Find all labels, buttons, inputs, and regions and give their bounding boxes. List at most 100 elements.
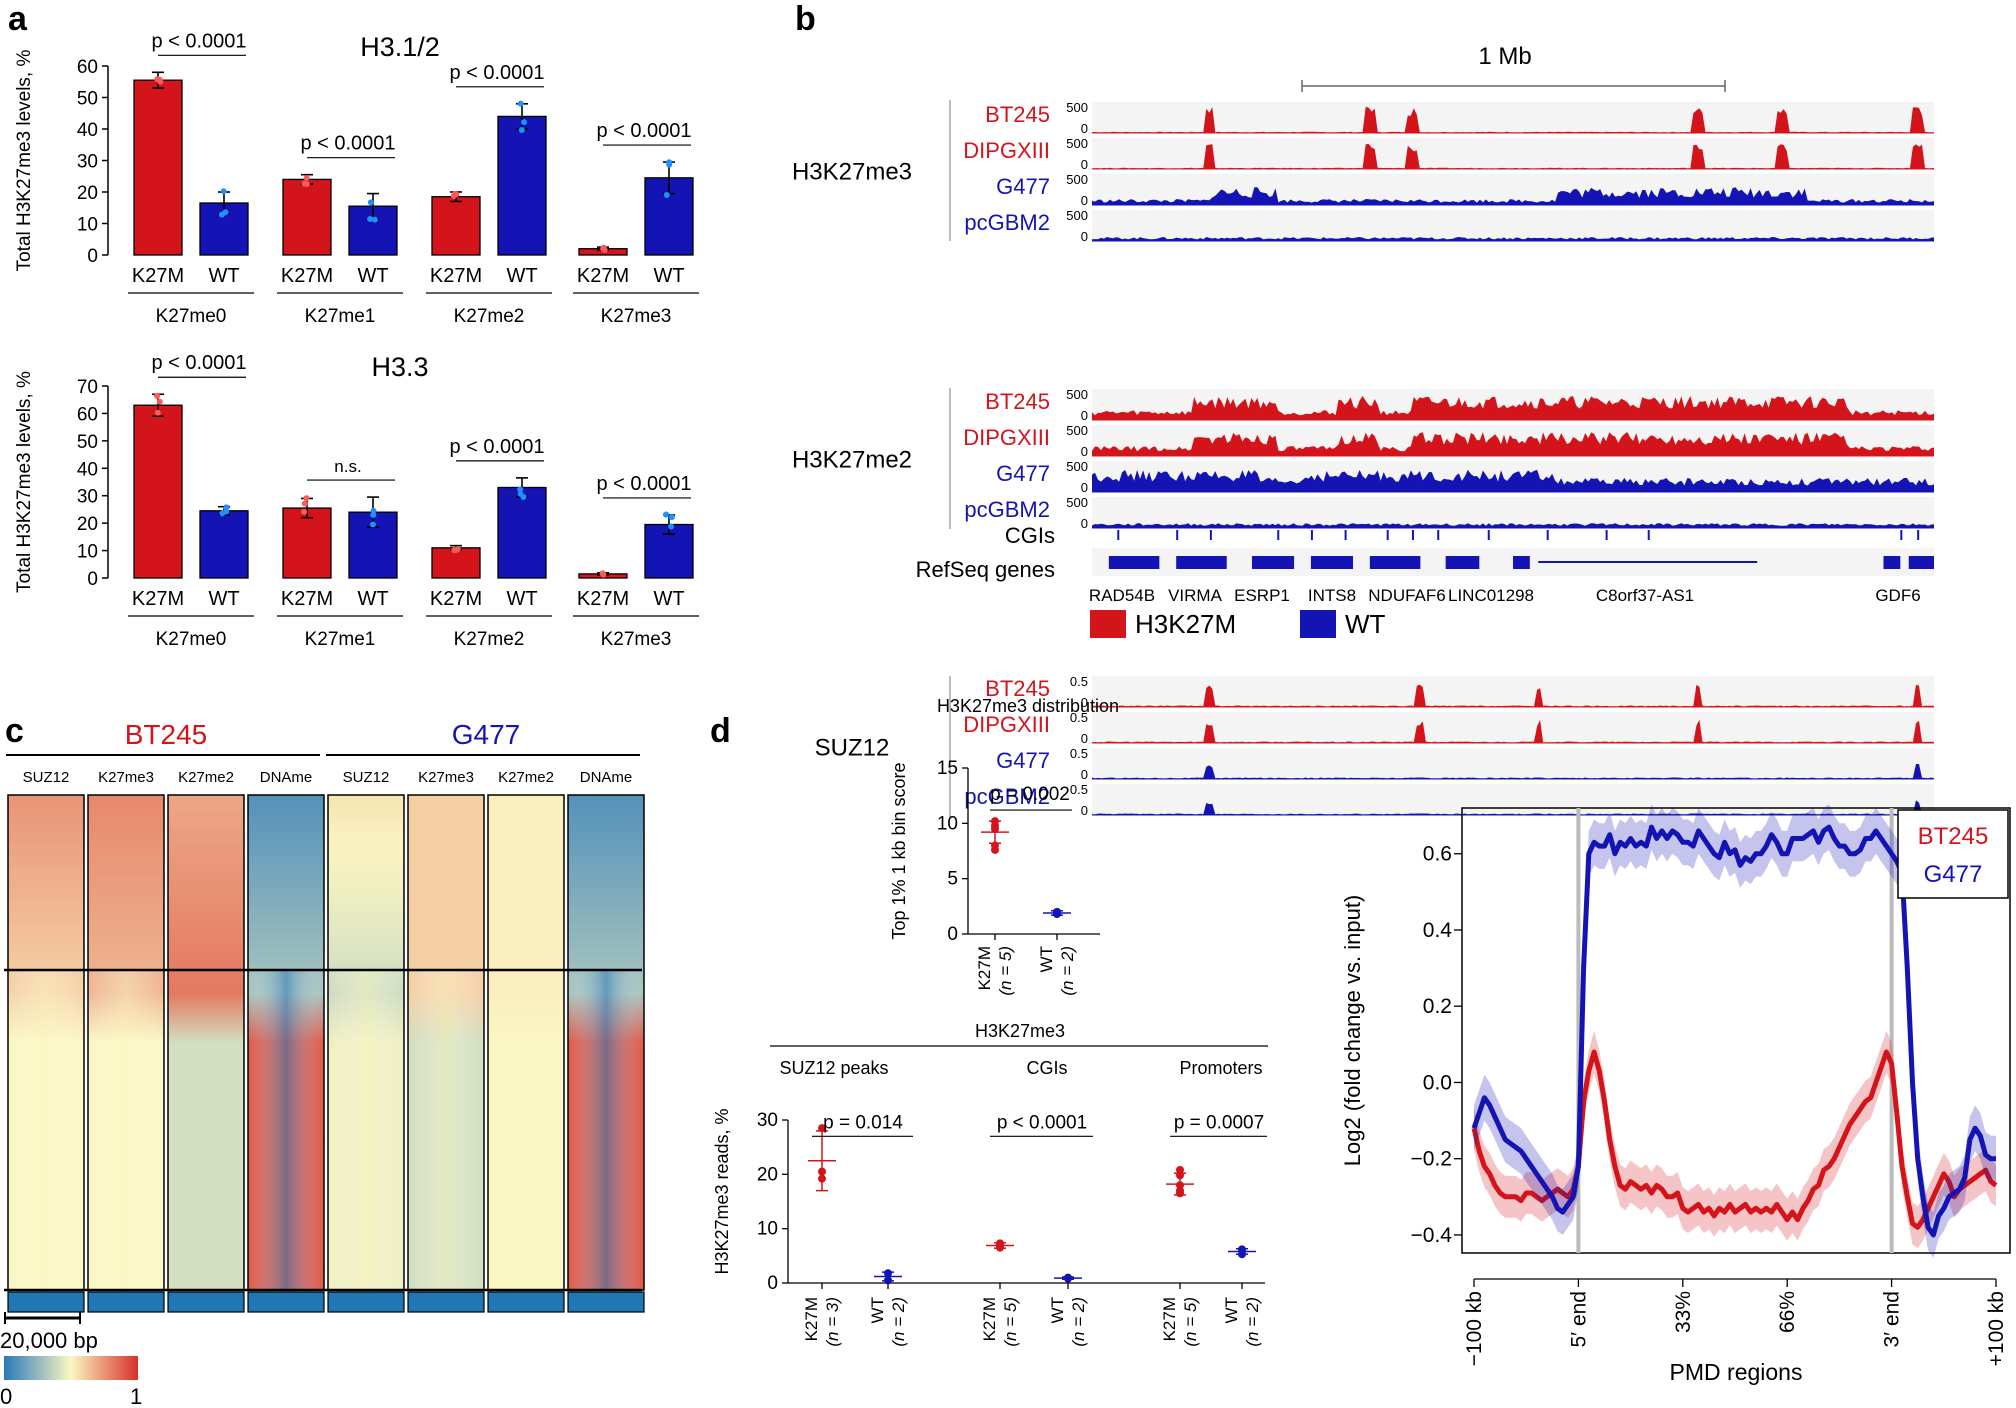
y-axis-label: Total H3K27me3 levels, % <box>14 371 35 593</box>
data-point <box>818 1174 826 1183</box>
data-point <box>663 511 670 518</box>
bar-label: WT <box>357 588 388 610</box>
y-tick-label: 10 <box>757 1219 778 1240</box>
heatmap-column-label: DNAme <box>580 769 633 786</box>
y-tick-label: 30 <box>77 487 98 508</box>
x-tick-label: K27M <box>802 1297 821 1341</box>
track-sample-label: G477 <box>996 174 1050 199</box>
legend-label-wt: WT <box>1345 609 1386 639</box>
bar-label: K27M <box>430 588 482 610</box>
data-point <box>223 504 230 511</box>
group-label: K27me1 <box>305 306 376 327</box>
p-value: n.s. <box>334 457 361 476</box>
track-sample-label: BT245 <box>985 102 1050 127</box>
legend-label-g477: G477 <box>1924 861 1983 888</box>
cgi-mark <box>1386 530 1389 540</box>
bar-label: K27M <box>577 265 629 287</box>
gene-block <box>1310 556 1354 569</box>
data-point <box>453 191 460 198</box>
track-sample-label: DIPGXIII <box>963 712 1050 737</box>
group-mark-label: SUZ12 <box>815 735 890 762</box>
x-tick-label: K27M <box>980 1297 999 1341</box>
bar-label: WT <box>653 265 684 287</box>
bar <box>199 202 249 256</box>
x-tick-n: (n = 2) <box>1243 1297 1262 1347</box>
heatmap-column-label: K27me2 <box>498 769 554 786</box>
x-tick-label: 3′ end <box>1881 1291 1904 1348</box>
scale-bar-label: 1 Mb <box>1478 43 1531 70</box>
coverage-track <box>1092 187 1934 205</box>
y-tick-label: 5 <box>947 869 958 890</box>
track-ymax: 500 <box>1066 387 1088 402</box>
cgi-mark <box>1605 530 1608 540</box>
group-label: K27me0 <box>156 629 227 650</box>
cgi-mark <box>1437 530 1440 540</box>
plot-frame <box>1461 807 2011 1254</box>
cgi-mark <box>1917 530 1920 540</box>
gene-label: NDUFAF6 <box>1368 586 1445 605</box>
track-sample-label: DIPGXIII <box>963 425 1050 450</box>
y-tick-label: 20 <box>77 183 98 204</box>
group-label: K27me2 <box>454 629 525 650</box>
colorbar-max: 1 <box>130 1384 142 1408</box>
heatmap-center-stripe <box>328 970 404 1290</box>
track-ymax: 500 <box>1066 172 1088 187</box>
coverage-track <box>1092 764 1934 779</box>
data-point <box>220 188 227 195</box>
data-point <box>668 514 675 521</box>
track-ymin: 0 <box>1081 516 1088 531</box>
gene-label: VIRMA <box>1168 586 1223 605</box>
track-ymin: 0 <box>1081 803 1088 818</box>
p-value: p = 0.014 <box>823 1112 903 1133</box>
gene-block <box>1251 556 1295 569</box>
data-point <box>518 127 525 134</box>
legend-label-bt245: BT245 <box>1918 823 1989 850</box>
track-sample-label: DIPGXIII <box>963 138 1050 163</box>
data-point <box>452 546 459 553</box>
group-mark-label: H3K27me2 <box>792 447 912 474</box>
refseq-label: RefSeq genes <box>916 557 1055 582</box>
y-tick-label: −0.4 <box>1411 1224 1453 1247</box>
heatmap-center-stripe <box>88 970 164 1290</box>
cgi-mark <box>1900 530 1903 540</box>
x-tick-label: K27M <box>1160 1297 1179 1341</box>
data-point <box>668 523 675 530</box>
track-background <box>1092 210 1934 241</box>
track-sample-label: pcGBM2 <box>964 210 1050 235</box>
track-ymax: 500 <box>1066 208 1088 223</box>
bar-label: K27M <box>577 588 629 610</box>
track-ymin: 0 <box>1081 408 1088 423</box>
x-tick-n: (n = 3) <box>823 1297 842 1347</box>
x-tick-n: (n = 5) <box>1181 1297 1200 1347</box>
heatmap-column-label: SUZ12 <box>23 769 70 786</box>
x-tick-label: WT <box>868 1297 887 1323</box>
x-tick-n: (n = 2) <box>1069 1297 1088 1347</box>
x-tick-label: 66% <box>1776 1291 1799 1333</box>
track-sample-label: G477 <box>996 461 1050 486</box>
data-point <box>666 161 673 168</box>
data-point <box>521 119 528 126</box>
heatmap-column-label: K27me2 <box>178 769 234 786</box>
heatmap-column-label: K27me3 <box>418 769 474 786</box>
bar <box>431 196 481 256</box>
heatmap-bottom-block <box>407 1291 485 1313</box>
track-sample-label: pcGBM2 <box>964 784 1050 809</box>
data-point <box>303 174 310 181</box>
y-axis-label: Total H3K27me3 levels, % <box>14 50 35 272</box>
bar <box>497 115 547 256</box>
data-point <box>600 244 607 251</box>
y-tick-label: 60 <box>77 404 98 425</box>
cgi-mark <box>1411 530 1414 540</box>
bar <box>199 510 249 579</box>
gene-block <box>1176 556 1227 569</box>
data-point <box>818 1124 826 1133</box>
y-tick-label: 40 <box>77 459 98 480</box>
track-ymax: 0.5 <box>1070 674 1088 689</box>
y-axis-label: Log2 (fold change vs. input) <box>1340 895 1365 1167</box>
heatmap-sample-label: G477 <box>452 719 521 750</box>
x-tick-label: K27M <box>975 946 994 990</box>
y-tick-label: 30 <box>77 152 98 173</box>
x-tick-label: WT <box>1048 1297 1067 1323</box>
track-sample-label: G477 <box>996 748 1050 773</box>
track-sample-label: BT245 <box>985 676 1050 701</box>
